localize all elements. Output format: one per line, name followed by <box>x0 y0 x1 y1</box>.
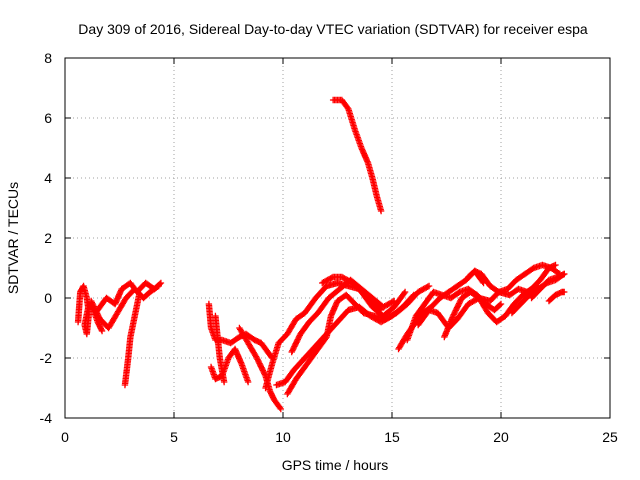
x-tick-label: 15 <box>384 429 400 445</box>
data-point <box>244 378 252 386</box>
series-arc-13 <box>319 273 409 320</box>
series-arc-3 <box>92 279 165 317</box>
data-point <box>561 288 568 296</box>
y-tick-label: 6 <box>44 110 52 126</box>
series-arc-4 <box>121 291 143 389</box>
data-point <box>552 261 559 269</box>
x-tick-label: 25 <box>602 429 618 445</box>
data-point <box>276 404 284 411</box>
y-tick-label: 2 <box>44 230 52 246</box>
data-point <box>401 288 409 296</box>
series-arc-6 <box>207 345 252 386</box>
data-point <box>377 207 385 215</box>
series-arc-22 <box>545 288 568 305</box>
series-arc-21 <box>528 270 568 302</box>
data-point <box>496 301 504 309</box>
data-point <box>277 405 285 413</box>
data-point <box>497 300 505 308</box>
x-tick-label: 5 <box>170 429 178 445</box>
y-tick-label: 4 <box>44 170 52 186</box>
y-tick-label: -2 <box>40 350 53 366</box>
series-arc-2 <box>87 282 162 332</box>
x-tick-label: 0 <box>61 429 69 445</box>
data-point <box>156 280 164 288</box>
series-arc-14 <box>329 96 385 215</box>
x-tick-label: 20 <box>493 429 509 445</box>
data-points <box>74 96 568 413</box>
axes: 0 5 10 15 20 25 -4 -2 0 2 4 6 8 <box>40 50 618 445</box>
y-tick-label: -4 <box>40 410 53 426</box>
y-axis-label: SDTVAR / TECUs <box>5 182 21 294</box>
series-arc-7 <box>212 312 228 386</box>
series-arc-18 <box>441 261 559 341</box>
data-point <box>157 279 165 287</box>
chart-title: Day 309 of 2016, Sidereal Day-to-day VTE… <box>78 21 588 37</box>
data-point <box>561 270 568 278</box>
data-point <box>220 378 228 386</box>
data-point <box>425 282 433 290</box>
series-arc-19 <box>465 261 564 296</box>
series-arc-8 <box>236 324 285 413</box>
data-point <box>328 274 335 281</box>
data-point <box>98 327 106 335</box>
y-tick-label: 8 <box>44 50 52 66</box>
x-tick-label: 10 <box>275 429 291 445</box>
series-arc-1 <box>74 282 106 338</box>
data-point <box>121 381 129 389</box>
data-point <box>424 283 431 290</box>
grid <box>65 58 610 418</box>
x-axis-label: GPS time / hours <box>282 457 389 473</box>
data-point <box>344 104 351 111</box>
y-tick-label: 0 <box>44 290 52 306</box>
data-point <box>400 290 408 297</box>
